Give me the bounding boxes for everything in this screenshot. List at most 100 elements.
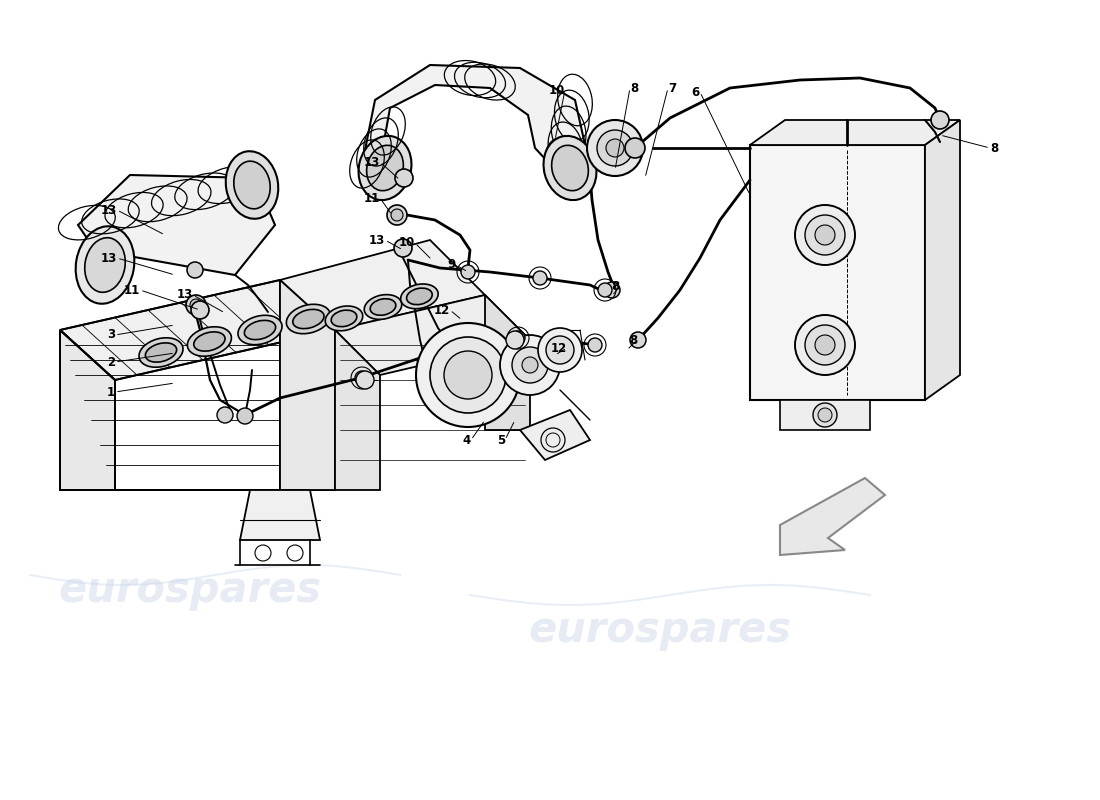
Text: 2: 2	[107, 355, 116, 369]
Polygon shape	[780, 478, 886, 555]
Ellipse shape	[293, 310, 324, 329]
Circle shape	[522, 357, 538, 373]
Circle shape	[813, 403, 837, 427]
Circle shape	[546, 336, 574, 364]
Ellipse shape	[85, 238, 125, 292]
Polygon shape	[780, 400, 870, 430]
Circle shape	[506, 331, 524, 349]
Ellipse shape	[286, 304, 330, 334]
Circle shape	[815, 225, 835, 245]
Circle shape	[394, 239, 412, 257]
Polygon shape	[360, 65, 588, 175]
Circle shape	[236, 408, 253, 424]
Text: 7: 7	[668, 82, 676, 94]
Ellipse shape	[76, 226, 134, 304]
Text: 3: 3	[107, 329, 116, 342]
Polygon shape	[240, 490, 320, 540]
Polygon shape	[485, 295, 530, 430]
Polygon shape	[750, 120, 960, 145]
Circle shape	[805, 215, 845, 255]
Circle shape	[395, 169, 412, 187]
Circle shape	[444, 351, 492, 399]
Text: 13: 13	[101, 251, 117, 265]
Circle shape	[597, 130, 632, 166]
Text: 8: 8	[990, 142, 999, 154]
Circle shape	[191, 301, 209, 319]
Circle shape	[931, 111, 949, 129]
Ellipse shape	[326, 306, 363, 330]
Circle shape	[815, 335, 835, 355]
Circle shape	[217, 407, 233, 423]
Circle shape	[588, 338, 602, 352]
Text: 13: 13	[177, 289, 192, 302]
Text: 12: 12	[551, 342, 566, 354]
Text: 8: 8	[629, 334, 637, 346]
Circle shape	[534, 271, 547, 285]
Ellipse shape	[244, 320, 276, 340]
Polygon shape	[336, 330, 380, 490]
Ellipse shape	[371, 298, 396, 315]
Circle shape	[500, 335, 560, 395]
Circle shape	[512, 347, 548, 383]
Text: 8: 8	[630, 82, 638, 94]
Ellipse shape	[145, 343, 177, 362]
Ellipse shape	[551, 146, 588, 190]
Text: 4: 4	[463, 434, 471, 446]
Polygon shape	[280, 280, 336, 490]
Text: 10: 10	[398, 237, 415, 250]
Polygon shape	[78, 175, 275, 275]
Text: 9: 9	[448, 258, 456, 271]
Ellipse shape	[139, 338, 183, 367]
Polygon shape	[60, 280, 336, 380]
Text: 1: 1	[107, 386, 116, 398]
Circle shape	[356, 371, 374, 389]
Circle shape	[604, 282, 620, 298]
Text: 13: 13	[368, 234, 385, 246]
Ellipse shape	[187, 326, 231, 356]
Circle shape	[355, 371, 368, 385]
Circle shape	[795, 205, 855, 265]
Circle shape	[187, 262, 204, 278]
Circle shape	[430, 337, 506, 413]
Polygon shape	[60, 330, 116, 490]
Text: 5: 5	[497, 434, 505, 446]
Circle shape	[538, 328, 582, 372]
Circle shape	[625, 138, 645, 158]
Ellipse shape	[359, 136, 411, 200]
Circle shape	[190, 299, 202, 311]
Text: 13: 13	[101, 203, 117, 217]
Ellipse shape	[543, 136, 596, 200]
Circle shape	[461, 265, 475, 279]
Text: 8: 8	[612, 279, 620, 293]
Ellipse shape	[407, 288, 432, 305]
Circle shape	[818, 408, 832, 422]
Circle shape	[387, 205, 407, 225]
Circle shape	[416, 323, 520, 427]
Ellipse shape	[364, 294, 402, 319]
Ellipse shape	[234, 161, 271, 209]
Polygon shape	[336, 295, 530, 375]
Circle shape	[606, 139, 624, 157]
Circle shape	[587, 120, 643, 176]
Ellipse shape	[331, 310, 356, 326]
Circle shape	[795, 315, 855, 375]
Circle shape	[805, 325, 845, 365]
Ellipse shape	[226, 151, 278, 218]
Ellipse shape	[194, 332, 226, 351]
Text: eurospares: eurospares	[528, 609, 792, 651]
Text: 11: 11	[364, 191, 380, 205]
Polygon shape	[925, 120, 960, 400]
Circle shape	[390, 209, 403, 221]
Text: eurospares: eurospares	[58, 569, 321, 611]
Polygon shape	[280, 240, 485, 330]
Text: 13: 13	[364, 155, 380, 169]
Text: 11: 11	[123, 283, 140, 297]
Ellipse shape	[366, 146, 404, 190]
Circle shape	[512, 331, 525, 345]
Circle shape	[598, 283, 612, 297]
Text: 12: 12	[433, 303, 450, 317]
Polygon shape	[750, 145, 925, 400]
Polygon shape	[280, 280, 336, 490]
Circle shape	[186, 295, 206, 315]
Circle shape	[630, 332, 646, 348]
